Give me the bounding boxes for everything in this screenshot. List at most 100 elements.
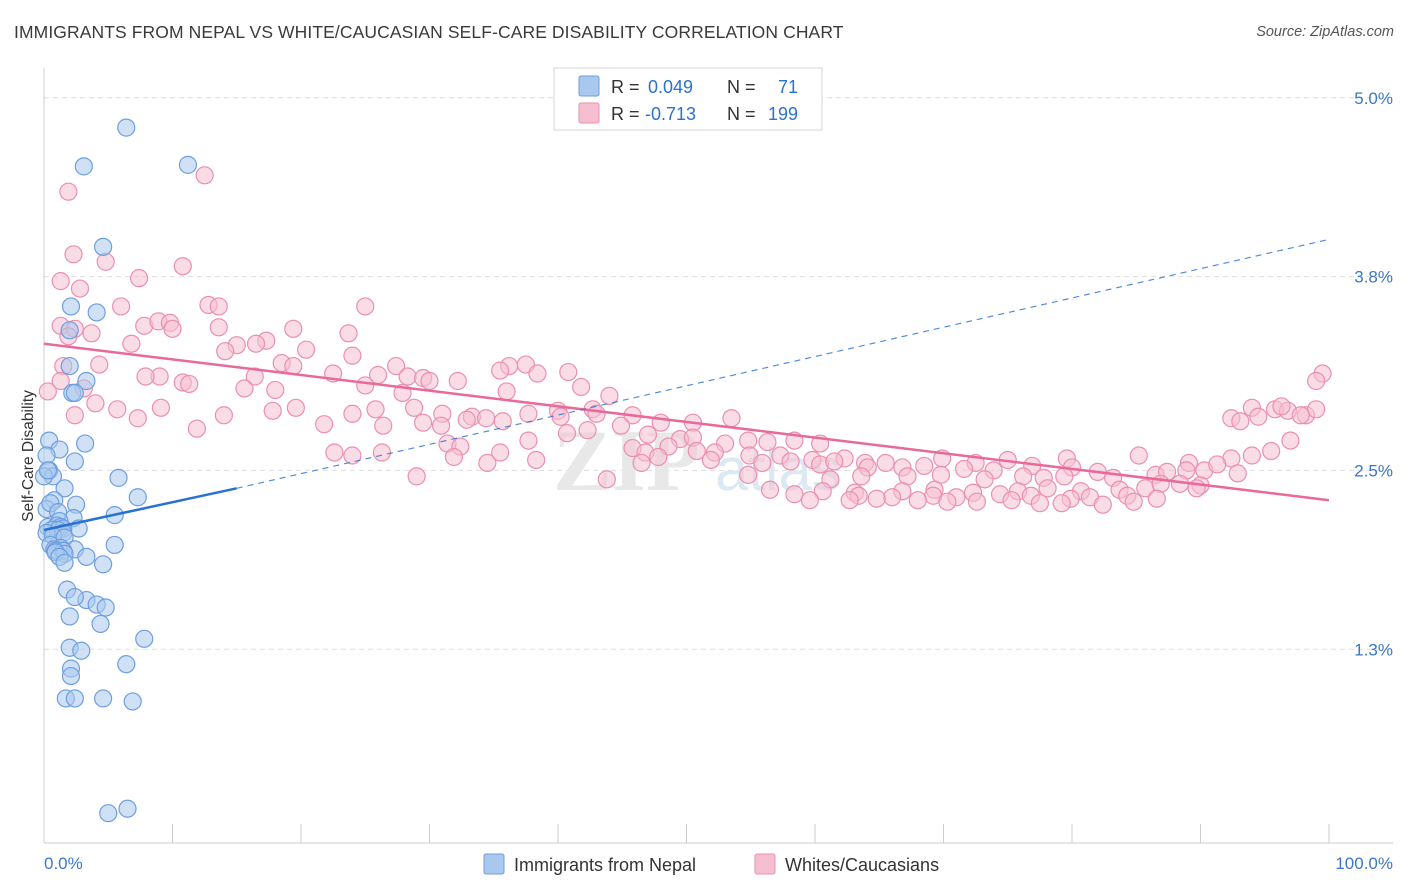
point-whites: [1242, 446, 1262, 465]
point-nepal: [87, 303, 106, 322]
point-whites: [975, 470, 994, 489]
point-nepal: [61, 297, 81, 316]
point-nepal: [76, 434, 95, 453]
point-whites: [611, 416, 631, 435]
point-whites: [266, 380, 285, 400]
point-whites: [1052, 494, 1071, 513]
point-whites: [497, 382, 516, 401]
point-whites: [245, 367, 264, 386]
point-nepal: [55, 479, 74, 498]
point-whites: [386, 356, 406, 376]
point-nepal: [91, 614, 110, 634]
point-whites: [246, 334, 266, 353]
point-whites: [600, 386, 619, 405]
point-whites: [195, 166, 214, 185]
point-nepal: [118, 799, 137, 818]
legend-r-value-whites: -0.713: [645, 104, 696, 124]
correlation-legend: R = 0.049 N = 71 R = -0.713 N = 199: [553, 67, 823, 131]
point-whites: [1124, 492, 1143, 511]
x-tick-label-max: 100.0%: [1335, 854, 1393, 873]
y-tick-label: 3.8%: [1354, 268, 1393, 287]
point-nepal: [99, 804, 118, 823]
point-whites: [187, 419, 207, 438]
point-whites: [572, 377, 591, 397]
point-whites: [491, 443, 510, 462]
point-whites: [51, 272, 70, 291]
point-whites: [457, 410, 476, 429]
bottom-legend-label-nepal: Immigrants from Nepal: [514, 855, 696, 875]
point-nepal: [135, 629, 154, 648]
bottom-legend-label-whites: Whites/Caucasians: [785, 855, 939, 875]
point-whites: [431, 416, 451, 435]
point-whites: [315, 415, 334, 434]
point-whites: [180, 374, 199, 394]
point-whites: [151, 398, 171, 417]
point-whites: [852, 467, 871, 486]
point-whites: [867, 489, 886, 508]
chart-title: IMMIGRANTS FROM NEPAL VS WHITE/CAUCASIAN…: [14, 22, 844, 42]
point-whites: [343, 446, 362, 465]
point-whites: [1272, 397, 1291, 416]
point-whites: [551, 407, 570, 426]
point-whites: [1291, 406, 1310, 425]
legend-swatch-nepal: [578, 75, 600, 97]
point-whites: [108, 400, 127, 419]
point-whites: [519, 431, 538, 450]
point-nepal: [60, 607, 79, 626]
point-whites: [70, 279, 90, 298]
point-whites: [122, 334, 141, 353]
point-whites: [632, 453, 651, 473]
point-whites: [96, 252, 115, 271]
point-nepal: [178, 155, 198, 174]
point-whites: [528, 364, 547, 383]
point-nepal: [65, 383, 84, 403]
point-whites: [235, 379, 254, 398]
point-nepal: [128, 488, 147, 507]
point-whites: [216, 342, 235, 361]
point-whites: [908, 491, 927, 510]
point-nepal: [60, 356, 79, 376]
point-whites: [1038, 479, 1057, 498]
point-whites: [1055, 467, 1074, 486]
point-whites: [557, 424, 577, 443]
point-whites: [1262, 441, 1281, 461]
point-whites: [1147, 489, 1166, 508]
bottom-legend-swatch-nepal: [483, 853, 505, 875]
point-whites: [876, 453, 895, 473]
y-axis-title: Self-Care Disability: [20, 390, 37, 522]
point-whites: [1002, 491, 1021, 510]
point-whites: [938, 492, 957, 511]
point-nepal: [94, 689, 113, 708]
point-nepal: [55, 553, 74, 572]
point-whites: [954, 459, 974, 479]
point-whites: [413, 413, 433, 432]
point-whites: [1208, 455, 1227, 474]
point-whites: [651, 413, 670, 432]
y-tick-label: 2.5%: [1354, 461, 1393, 480]
point-whites: [343, 346, 362, 365]
legend-n-label-nepal: N =: [727, 77, 756, 97]
point-whites: [286, 398, 305, 417]
point-whites: [840, 491, 859, 510]
point-whites: [284, 319, 303, 338]
point-whites: [448, 371, 467, 391]
point-nepal: [94, 555, 113, 574]
point-whites: [638, 425, 658, 444]
point-whites: [701, 450, 721, 470]
point-whites: [214, 406, 233, 425]
point-whites: [339, 324, 358, 343]
point-nepal: [74, 157, 93, 176]
point-whites: [86, 394, 105, 413]
point-whites: [398, 367, 417, 386]
point-whites: [753, 453, 772, 473]
source-credit: Source: ZipAtlas.com: [1256, 24, 1394, 40]
point-whites: [374, 416, 393, 435]
point-whites: [209, 318, 228, 337]
point-whites: [404, 398, 424, 417]
point-whites: [129, 269, 149, 288]
point-whites: [587, 404, 606, 423]
legend-swatch-whites: [578, 102, 600, 124]
point-nepal: [72, 641, 91, 660]
point-whites: [476, 409, 496, 428]
